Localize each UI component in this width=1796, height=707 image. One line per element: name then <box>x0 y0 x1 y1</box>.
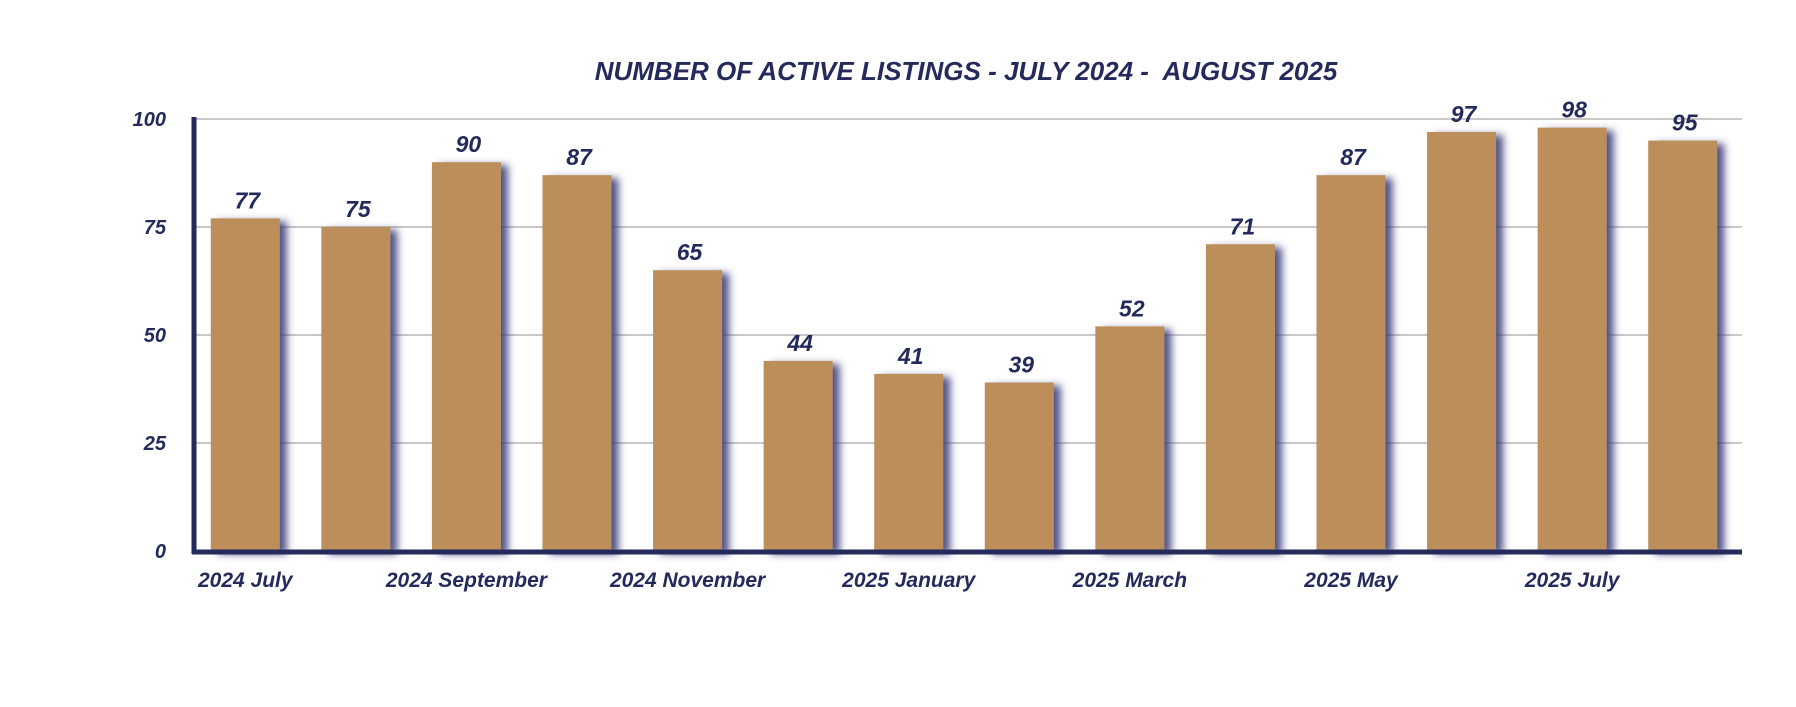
data-label-2: 75 <box>345 196 372 222</box>
bar-4 <box>542 175 612 551</box>
grid-lines <box>194 118 1742 444</box>
y-tick-label-100: 100 <box>133 109 166 131</box>
data-label-12: 97 <box>1451 101 1478 127</box>
data-label-5: 65 <box>677 239 704 265</box>
x-tick-label-3: 2024 September <box>385 569 549 592</box>
data-labels: 77 75 90 87 65 44 41 39 52 71 87 97 98 95 <box>234 97 1698 378</box>
bar-7 <box>874 373 944 551</box>
data-label-7: 41 <box>897 343 924 369</box>
y-axis-tick-labels: 0 25 50 75 100 <box>133 109 167 563</box>
x-axis-tick-labels: 2024 July 2024 September 2024 November 2025… <box>197 569 1621 592</box>
data-label-1: 77 <box>234 187 261 213</box>
data-label-14: 95 <box>1672 110 1699 136</box>
bar-11 <box>1316 175 1386 551</box>
bar-14 <box>1648 140 1718 551</box>
data-label-11: 87 <box>1340 144 1367 170</box>
bar-5 <box>653 270 723 551</box>
x-tick-label-5: 2024 November <box>609 569 767 592</box>
chart-title: NUMBER OF ACTIVE LISTINGS - JULY 2024 - … <box>595 56 1338 86</box>
x-tick-label-11: 2025 May <box>1303 569 1399 592</box>
data-label-3: 90 <box>456 131 482 157</box>
data-label-8: 39 <box>1008 352 1034 378</box>
x-tick-label-7: 2025 January <box>841 569 976 592</box>
y-tick-label-75: 75 <box>144 217 167 239</box>
bar-3 <box>431 162 501 551</box>
y-tick-label-25: 25 <box>143 433 167 455</box>
data-label-13: 98 <box>1561 97 1587 123</box>
data-label-9: 52 <box>1119 295 1145 321</box>
y-tick-label-0: 0 <box>155 541 166 563</box>
x-tick-label-13: 2025 July <box>1524 569 1621 592</box>
bar-6 <box>763 360 833 551</box>
bars <box>210 127 1718 552</box>
bar-8 <box>984 382 1054 551</box>
axes <box>191 117 1742 555</box>
bar-2 <box>321 227 391 551</box>
bar-9 <box>1095 326 1165 551</box>
bar-12 <box>1427 131 1497 551</box>
bar-13 <box>1537 127 1607 551</box>
data-label-10: 71 <box>1230 213 1256 239</box>
x-tick-label-1: 2024 July <box>197 569 294 592</box>
bar-1 <box>210 218 280 552</box>
x-tick-label-9: 2025 March <box>1072 569 1187 592</box>
y-tick-label-50: 50 <box>144 325 166 347</box>
data-label-6: 44 <box>786 330 813 356</box>
data-label-4: 87 <box>566 144 593 170</box>
bar-10 <box>1205 244 1275 551</box>
